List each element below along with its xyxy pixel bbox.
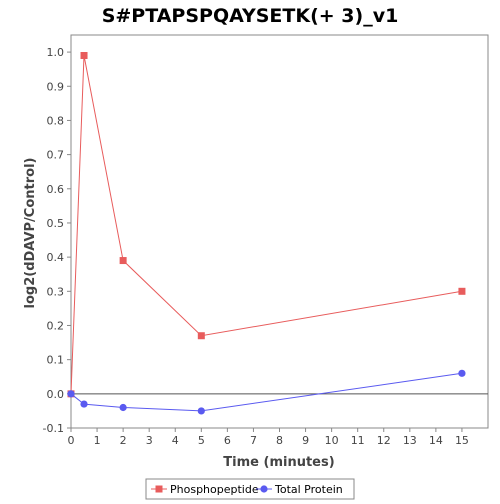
x-axis-title: Time (minutes) <box>223 455 334 470</box>
legend-box <box>145 478 355 500</box>
x-tick-label-5: 5 <box>198 434 205 447</box>
series-1-point-1 <box>80 400 88 408</box>
x-tick-label-13: 13 <box>403 434 417 447</box>
legend-label-1: Total Protein <box>274 483 343 496</box>
plot-area: -0.10.00.10.20.30.40.50.60.70.80.91.00 1 2… <box>43 34 489 447</box>
legend-marker-1 <box>260 485 268 493</box>
x-tick-label-1: 1 <box>94 434 101 447</box>
legend-label-0: Phosphopeptide <box>170 483 259 496</box>
y-axis-title: log2(dDAVP/Control) <box>23 158 38 309</box>
x-tick-label-14: 14 <box>429 434 443 447</box>
chart-title: S#PTAPSPQAYSETK(+ 3)_v1 <box>102 5 399 27</box>
x-tick-label-6: 6 <box>224 434 231 447</box>
plot-frame <box>70 34 489 429</box>
x-tick-label-4: 4 <box>172 434 179 447</box>
y-tick-label-3: 0.2 <box>47 319 65 332</box>
y-tick-label-2: 0.1 <box>47 354 65 367</box>
y-tick-label-5: 0.4 <box>47 251 65 264</box>
series-0-point-3 <box>197 332 205 340</box>
series-1-point-0 <box>67 390 75 398</box>
y-tick-label-11: 1.0 <box>47 46 65 59</box>
x-tick-label-15: 15 <box>455 434 469 447</box>
x-tick-label-2: 2 <box>120 434 127 447</box>
y-tick-label-4: 0.3 <box>47 285 65 298</box>
x-tick-label-0: 0 <box>68 434 75 447</box>
y-tick-label-7: 0.6 <box>47 183 65 196</box>
series-0-point-2 <box>119 257 127 265</box>
series-1-point-2 <box>119 403 127 412</box>
x-tick-label-3: 3 <box>146 434 153 447</box>
y-tick-label-9: 0.8 <box>47 114 65 127</box>
x-tick-label-9: 9 <box>302 434 309 447</box>
y-tick-label-6: 0.5 <box>47 217 65 230</box>
y-tick-label-1: 0.0 <box>47 388 65 401</box>
x-tick-label-10: 10 <box>325 434 339 447</box>
y-tick-label-10: 0.9 <box>47 80 65 93</box>
y-tick-label-8: 0.7 <box>47 149 65 162</box>
x-tick-label-7: 7 <box>250 434 257 447</box>
series-1-point-3 <box>197 407 205 415</box>
y-tick-label-0: -0.1 <box>43 422 64 435</box>
x-tick-label-8: 8 <box>276 434 283 447</box>
x-tick-label-12: 12 <box>377 434 391 447</box>
legend-marker-0 <box>155 485 163 493</box>
series-0-point-1 <box>80 52 88 60</box>
x-tick-label-11: 11 <box>351 434 365 447</box>
series-1-point-4 <box>458 369 466 377</box>
legend: Phosphopeptide Total Protein <box>145 478 355 500</box>
series-0-point-4 <box>458 287 466 295</box>
